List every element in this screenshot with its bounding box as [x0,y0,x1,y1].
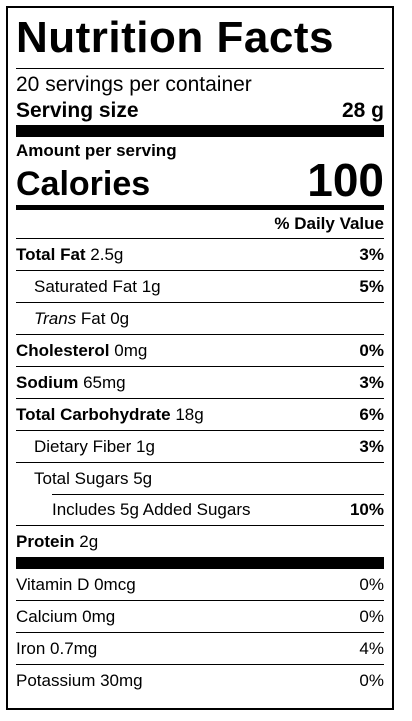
vitamin-percent: 4% [359,638,384,658]
thick-divider [16,557,384,569]
vitamin-percent: 0% [359,606,384,626]
amount-per-serving: Amount per serving [16,141,177,160]
nutrient-name: Dietary Fiber 1g [34,436,155,456]
daily-value-header: % Daily Value [274,214,384,233]
nutrition-facts-label: Nutrition Facts 20 servings per containe… [6,6,394,710]
nutrient-percent: 6% [359,404,384,424]
thick-divider [16,125,384,137]
vitamin-row-calcium: Calcium 0mg 0% [16,600,384,632]
vitamin-name: Potassium 30mg [16,670,143,690]
nutrient-name: Total Fat [16,244,86,264]
nutrient-row-sodium: Sodium 65mg 3% [16,366,384,398]
nutrient-row-cholesterol: Cholesterol 0mg 0% [16,334,384,366]
nutrient-row-saturated-fat: Saturated Fat 1g 5% [16,270,384,302]
nutrient-name: Cholesterol [16,340,110,360]
nutrient-row-dietary-fiber: Dietary Fiber 1g 3% [16,430,384,462]
nutrient-row-total-fat: Total Fat 2.5g 3% [16,238,384,270]
vitamin-row-vitamin-d: Vitamin D 0mcg 0% [16,569,384,600]
vitamin-row-potassium: Potassium 30mg 0% [16,664,384,696]
nutrient-row-trans-fat: Trans Fat 0g [16,302,384,334]
nutrient-name: Sodium [16,372,79,392]
calories-row: Calories 100 [16,154,384,206]
vitamin-row-iron: Iron 0.7mg 4% [16,632,384,664]
nutrient-percent: 3% [359,372,384,392]
nutrient-percent: 3% [359,244,384,264]
nutrient-name: Total Carbohydrate [16,404,171,424]
medium-divider [16,205,384,210]
serving-size-label: Serving size [16,99,139,122]
nutrient-row-total-sugars: Total Sugars 5g [16,462,384,494]
nutrient-percent: 10% [349,499,384,519]
vitamin-name: Iron 0.7mg [16,638,98,658]
servings-per-container: 20 servings per container [16,73,252,96]
label-title: Nutrition Facts [16,13,334,62]
nutrient-row-protein: Protein 2g [16,525,384,557]
nutrient-name: Saturated Fat 1g [34,276,161,296]
vitamin-name: Calcium 0mg [16,606,116,626]
serving-size-value: 28 g [341,99,384,122]
nutrient-amount: 65mg [78,372,126,392]
nutrient-name: Total Sugars 5g [34,468,153,488]
nutrient-percent: 0% [359,340,384,360]
vitamin-name: Vitamin D 0mcg [16,574,136,594]
nutrient-name: Protein [16,531,75,551]
nutrient-name: Includes 5g Added Sugars [52,499,251,519]
serving-size: Serving size 28 g [16,99,384,123]
divider [16,68,384,69]
calories-label: Calories [16,165,151,203]
nutrient-amount: 2g [74,531,99,551]
nutrient-row-total-carbohydrate: Total Carbohydrate 18g 6% [16,398,384,430]
nutrient-percent: 3% [359,436,384,456]
nutrient-percent: 5% [359,276,384,296]
calories-value: 100 [307,154,384,206]
nutrient-amount: 2.5g [85,244,124,264]
nutrient-name-italic: Trans [34,308,77,328]
nutrient-row-added-sugars: Includes 5g Added Sugars 10% [16,494,384,525]
vitamin-percent: 0% [359,670,384,690]
vitamin-percent: 0% [359,574,384,594]
nutrient-amount: Fat 0g [76,308,130,328]
nutrient-amount: 18g [170,404,204,424]
nutrient-amount: 0mg [109,340,148,360]
